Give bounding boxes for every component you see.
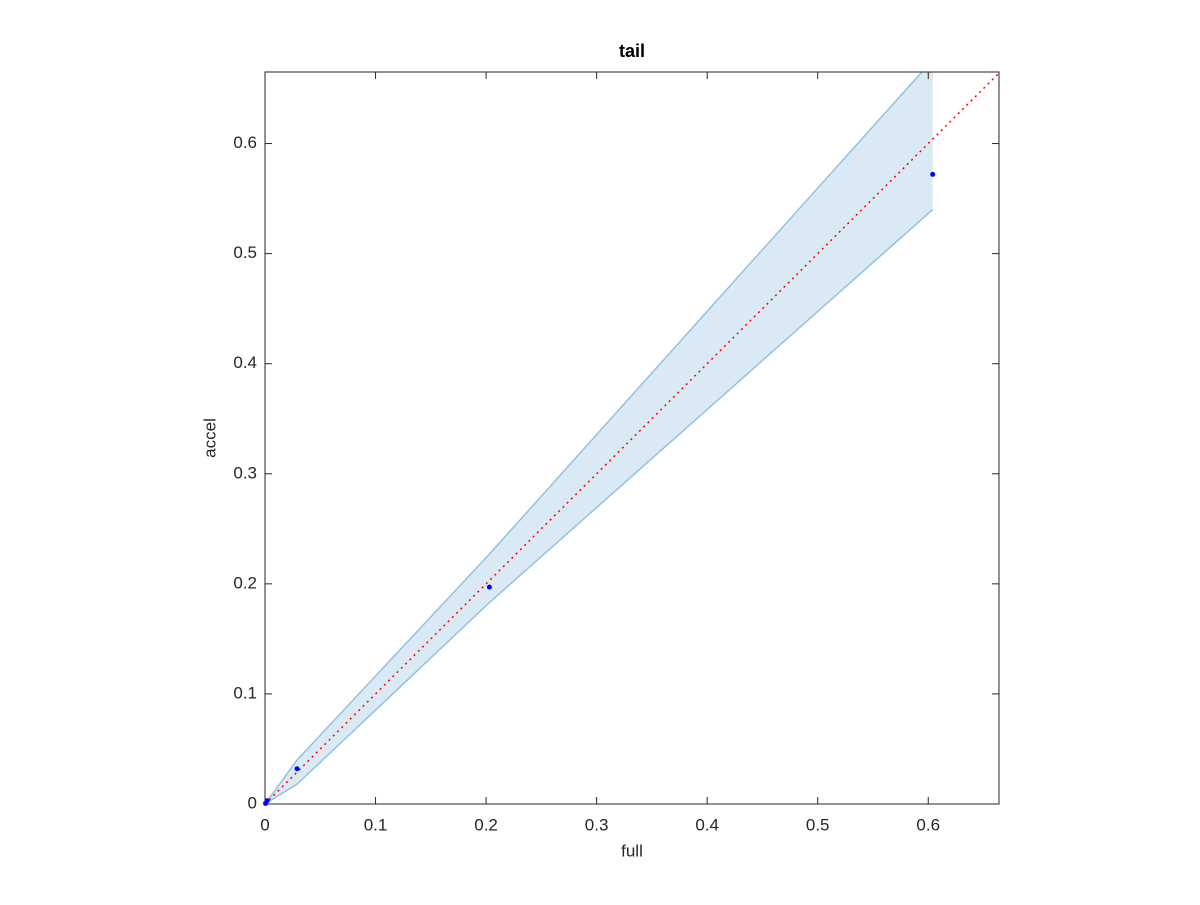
y-axis-label: accel — [200, 418, 219, 458]
y-tick-label: 0.4 — [233, 353, 257, 372]
plot-area — [265, 72, 999, 804]
band-edge — [265, 209, 934, 804]
x-tick-label: 0.2 — [474, 815, 498, 834]
x-tick-label: 0.4 — [695, 815, 719, 834]
confidence-band — [265, 72, 933, 804]
axes-box — [264, 71, 1000, 805]
x-axis-label: full — [621, 841, 643, 860]
x-tick-label: 0.1 — [364, 815, 388, 834]
x-tick-label: 0.5 — [806, 815, 830, 834]
data-point — [294, 766, 300, 772]
y-tick-label: 0.1 — [233, 683, 257, 702]
band-edge — [265, 72, 923, 804]
data-point — [486, 584, 492, 590]
y-tick-label: 0.5 — [233, 243, 257, 262]
y-tick-label: 0 — [248, 793, 257, 812]
y-tick-label: 0.6 — [233, 133, 257, 152]
data-point — [930, 171, 936, 177]
y-tick-label: 0.3 — [233, 463, 257, 482]
reference-line — [265, 72, 999, 804]
y-tick-label: 0.2 — [233, 573, 257, 592]
x-tick-label: 0.6 — [916, 815, 940, 834]
data-point — [264, 798, 270, 804]
chart-title: tail — [619, 41, 645, 61]
x-tick-label: 0.3 — [585, 815, 609, 834]
x-tick-label: 0 — [260, 815, 269, 834]
